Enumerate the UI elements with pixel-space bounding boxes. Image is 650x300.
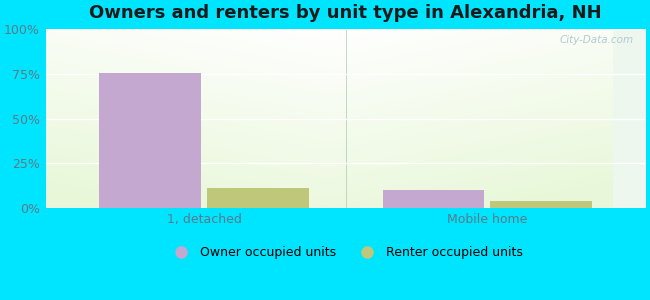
Bar xyxy=(99,73,202,208)
Bar xyxy=(207,188,309,208)
Bar xyxy=(382,190,484,208)
Title: Owners and renters by unit type in Alexandria, NH: Owners and renters by unit type in Alexa… xyxy=(90,4,602,22)
Bar xyxy=(490,201,592,208)
Text: City-Data.com: City-Data.com xyxy=(560,34,634,45)
Legend: Owner occupied units, Renter occupied units: Owner occupied units, Renter occupied un… xyxy=(164,241,528,264)
